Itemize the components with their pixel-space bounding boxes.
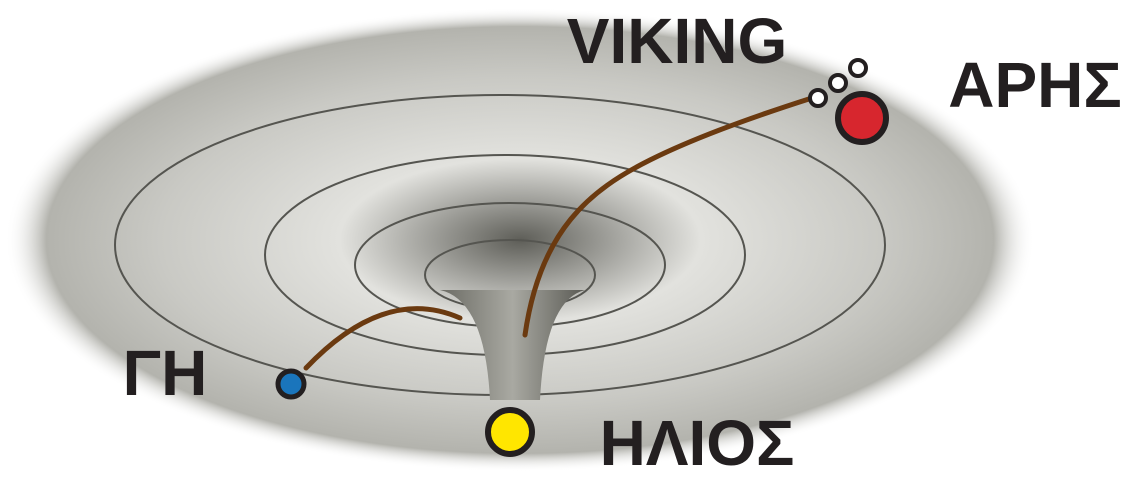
earth-label: ΓΗ — [123, 337, 208, 409]
diagram: VIKING ΑΡΗΣ ΓΗ ΗΛΙΟΣ — [0, 0, 1148, 481]
mars-label: ΑΡΗΣ — [948, 49, 1122, 121]
mars — [838, 94, 886, 142]
sun-label: ΗΛΙΟΣ — [600, 407, 795, 479]
viking-label: VIKING — [567, 5, 787, 77]
earth — [278, 371, 304, 397]
sun — [488, 410, 532, 454]
